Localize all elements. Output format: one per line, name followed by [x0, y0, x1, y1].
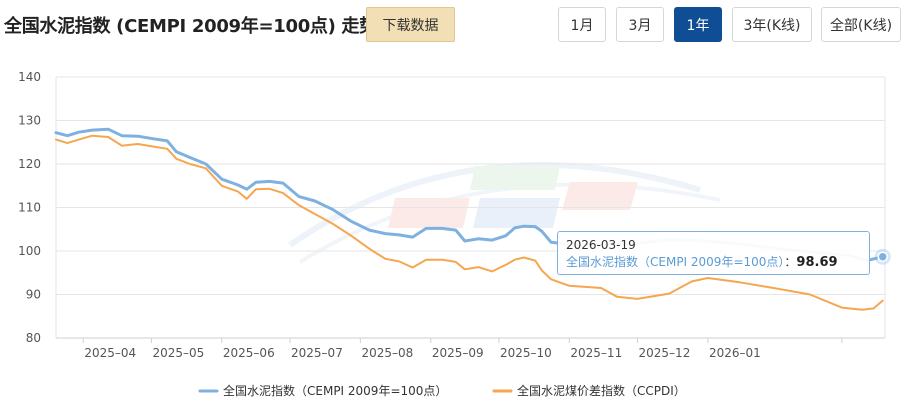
range-1-month-button[interactable]: 1月	[558, 7, 606, 42]
x-tick-label: 2025–09	[432, 346, 484, 360]
y-tick-label: 90	[26, 288, 41, 302]
chart-grid	[55, 76, 886, 339]
range-1-year-button[interactable]: 1年	[674, 7, 722, 42]
range-all-kline-button[interactable]: 全部(K线)	[821, 7, 901, 42]
x-tick-label: 2025–06	[223, 346, 275, 360]
x-tick-label: 2025–08	[361, 346, 413, 360]
tooltip-value: 98.69	[796, 255, 838, 270]
x-tick-label: 2025–11	[570, 346, 622, 360]
y-tick-label: 140	[18, 70, 41, 84]
range-3-year-kline-button[interactable]: 3年(K线)	[732, 7, 812, 42]
legend-item-cempi[interactable]: 全国水泥指数（CEMPI 2009年=100点）	[198, 383, 447, 398]
y-tick-label: 80	[26, 331, 41, 345]
x-tick-label: 2025–12	[639, 346, 691, 360]
tooltip-series-name: 全国水泥指数（CEMPI 2009年=100点）	[566, 255, 785, 269]
legend-label: 全国水泥煤价差指数（CCPDI）	[517, 383, 686, 398]
download-data-button[interactable]: 下载数据	[366, 7, 455, 42]
x-tick-label: 2026–01	[709, 346, 761, 360]
y-tick-label: 110	[18, 201, 41, 215]
range-3-month-button[interactable]: 3月	[616, 7, 664, 42]
legend-item-ccpdi[interactable]: 全国水泥煤价差指数（CCPDI）	[492, 383, 686, 398]
y-tick-label: 100	[18, 244, 41, 258]
legend-label: 全国水泥指数（CEMPI 2009年=100点）	[223, 383, 447, 398]
x-tick-label: 2025–07	[291, 346, 343, 360]
chart-legend[interactable]: 全国水泥指数（CEMPI 2009年=100点） 全国水泥煤价差指数（CCPDI）	[198, 383, 686, 398]
x-tick-label: 2025–05	[152, 346, 204, 360]
series-lines	[54, 127, 885, 311]
x-tick-label: 2025–10	[500, 346, 552, 360]
tooltip-separator: ：	[784, 255, 797, 269]
x-tick-label: 2025–04	[84, 346, 136, 360]
hover-marker	[874, 248, 891, 265]
series-line-ccpdi	[55, 134, 884, 311]
y-tick-label: 130	[18, 114, 41, 128]
page-title: 全国水泥指数 (CEMPI 2009年=100点) 走势	[4, 16, 377, 37]
chart-tooltip: 2026-03-19 全国水泥指数（CEMPI 2009年=100点）：98.6…	[557, 231, 870, 275]
y-axis: 80 90 100 110 120 130 140	[18, 70, 41, 345]
x-axis: 2025–04 2025–05 2025–06 2025–07 2025–08 2025–…	[56, 337, 885, 360]
y-tick-label: 120	[18, 157, 41, 171]
tooltip-date: 2026-03-19	[566, 238, 636, 252]
hover-marker-point	[877, 251, 888, 262]
